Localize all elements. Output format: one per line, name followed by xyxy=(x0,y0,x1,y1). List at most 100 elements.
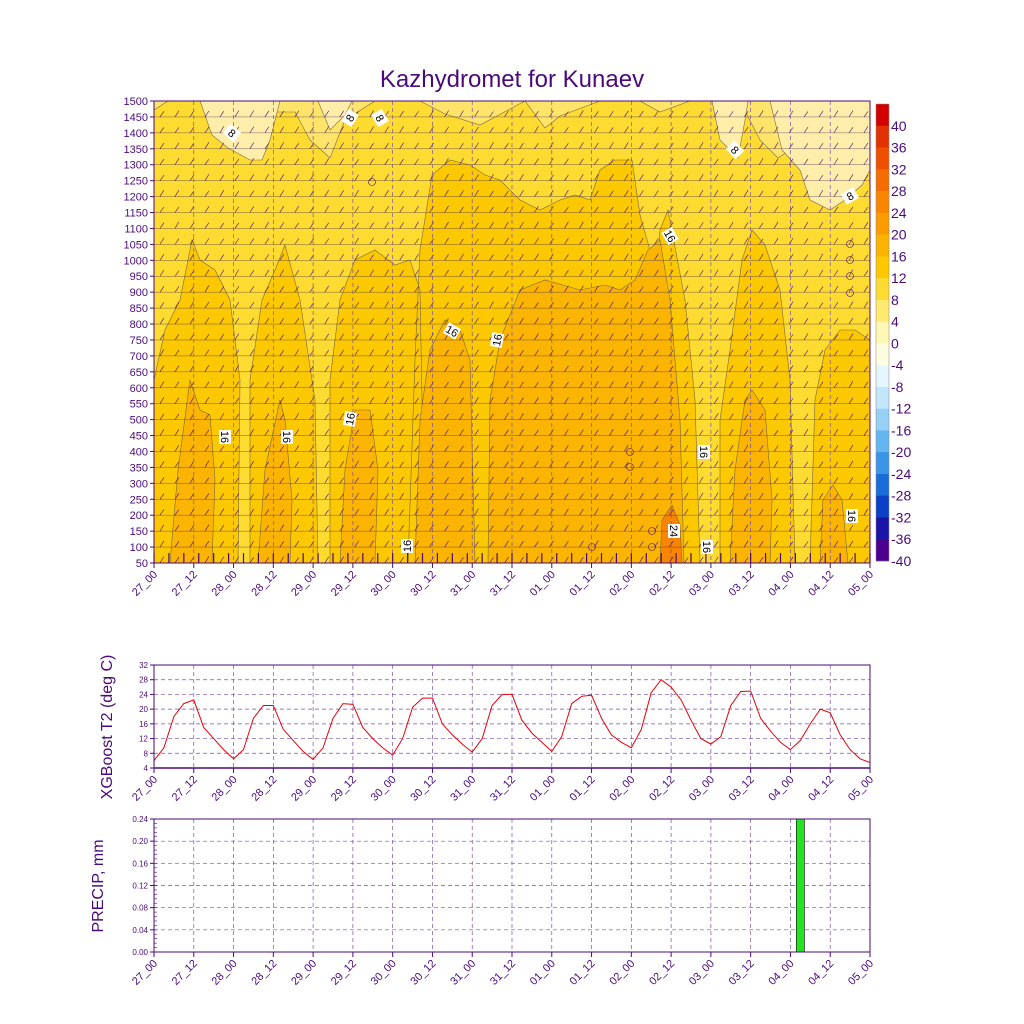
x-tick-label: 03_12 xyxy=(727,774,757,804)
x-tick-label: 27_12 xyxy=(170,569,200,599)
y-tick-label: 28 xyxy=(139,676,148,685)
colorbar-label: -4 xyxy=(891,357,904,373)
svg-text:16: 16 xyxy=(344,412,358,426)
y-tick-label: 24 xyxy=(139,690,148,699)
y-tick-label: 1400 xyxy=(124,128,148,140)
contour-label: 16 xyxy=(218,430,231,444)
colorbar: 4036322824201612840-4-8-12-16-20-24-28-3… xyxy=(875,103,911,569)
y-tick-label: 900 xyxy=(130,287,148,299)
x-tick-label: 01_12 xyxy=(568,569,598,599)
x-tick-label: 03_12 xyxy=(727,569,757,599)
colorbar-label: -36 xyxy=(891,531,911,547)
colorbar-cell xyxy=(876,212,889,235)
svg-text:8: 8 xyxy=(845,190,856,203)
colorbar-label: -20 xyxy=(891,444,911,460)
colorbar-cell xyxy=(876,278,889,301)
colorbar-cell xyxy=(876,517,889,540)
top-y-axis: 1500 1450 1400 1350 1300 1250 1200 1150 1100 1050… xyxy=(124,96,154,570)
x-tick-label: 03_00 xyxy=(687,569,717,599)
colorbar-label: 24 xyxy=(891,205,907,221)
x-tick-label: 03_00 xyxy=(687,774,717,804)
y-tick-label: 300 xyxy=(130,478,148,490)
contour-label: 16 xyxy=(489,332,505,348)
x-tick-label: 02_00 xyxy=(607,774,637,804)
y-tick-label: 550 xyxy=(130,399,148,411)
y-tick-label: 50 xyxy=(136,558,148,570)
y-tick-label: 1100 xyxy=(124,223,148,235)
svg-text:16: 16 xyxy=(280,431,292,443)
x-tick-label: 04_12 xyxy=(806,774,836,804)
chart-title: Kazhydromet for Kunaev xyxy=(380,66,644,93)
colorbar-label: -28 xyxy=(891,488,911,504)
colorbar-cell xyxy=(876,169,889,192)
x-tick-label: 27_00 xyxy=(130,774,160,804)
colorbar-cell xyxy=(876,104,889,127)
contour-label: 16 xyxy=(401,539,414,553)
x-tick-label: 05_00 xyxy=(846,569,876,599)
colorbar-label: 16 xyxy=(891,248,907,264)
y-tick-label: 0.08 xyxy=(132,904,148,913)
x-tick-label: 02_00 xyxy=(607,958,637,988)
colorbar-cell xyxy=(876,343,889,366)
colorbar-label: 20 xyxy=(891,227,907,243)
top-grid xyxy=(153,101,871,563)
contour-label: 16 xyxy=(342,411,358,427)
x-tick-label: 04_12 xyxy=(806,569,836,599)
colorbar-cell xyxy=(876,147,889,170)
colorbar-cell xyxy=(876,539,889,562)
y-tick-label: 350 xyxy=(130,462,148,474)
x-tick-label: 29_00 xyxy=(289,958,319,988)
contour-label: 8 xyxy=(725,140,745,160)
y-tick-label: 20 xyxy=(139,705,148,714)
colorbar-cell xyxy=(876,473,889,497)
colorbar-label: 0 xyxy=(891,335,899,351)
colorbar-label: -12 xyxy=(891,401,911,417)
x-tick-label: 03_12 xyxy=(727,958,757,988)
precip-y-axis: 0.24 0.20 0.16 0.12 0.08 0.04 0.00 xyxy=(132,815,154,957)
contour-label: 8 xyxy=(341,108,359,128)
x-tick-label: 31_12 xyxy=(488,774,518,804)
x-tick-label: 28_12 xyxy=(249,958,279,988)
colorbar-cell xyxy=(876,299,889,322)
colorbar-label: 36 xyxy=(891,140,907,156)
colorbar-label: 40 xyxy=(891,118,907,134)
colorbar-cell xyxy=(876,495,889,518)
svg-text:16: 16 xyxy=(700,541,712,553)
x-tick-label: 28_12 xyxy=(249,569,279,599)
t2-y-label: XGBoost T2 (deg C) xyxy=(99,655,116,800)
y-tick-label: 800 xyxy=(130,319,148,331)
x-tick-label: 29_00 xyxy=(289,569,319,599)
y-tick-label: 200 xyxy=(130,510,148,522)
svg-text:8: 8 xyxy=(344,113,357,124)
cross-section-panel: 8 8 8 8 8 16 16 16 16 16 16 16 16 16 16 24 1500 1450 1400… xyxy=(124,96,877,599)
x-tick-label: 01_00 xyxy=(528,958,558,988)
y-tick-label: 0.24 xyxy=(132,815,148,824)
x-tick-label: 31_00 xyxy=(448,774,478,804)
y-tick-label: 0.16 xyxy=(132,859,148,868)
colorbar-cell xyxy=(876,365,889,388)
y-tick-label: 750 xyxy=(130,335,148,347)
y-tick-label: 650 xyxy=(130,367,148,379)
svg-text:16: 16 xyxy=(661,228,678,245)
contour-label: 16 xyxy=(697,445,710,459)
contour-label: 16 xyxy=(700,540,713,554)
t2-grid xyxy=(154,665,870,769)
x-tick-label: 01_12 xyxy=(568,958,598,988)
x-tick-label: 03_00 xyxy=(687,958,717,988)
y-tick-label: 1050 xyxy=(124,239,148,251)
y-tick-label: 700 xyxy=(130,351,148,363)
y-tick-label: 950 xyxy=(130,271,148,283)
x-tick-label: 04_00 xyxy=(766,958,796,988)
contour-label: 16 xyxy=(442,322,462,340)
x-tick-label: 31_12 xyxy=(488,958,518,988)
colorbar-label: 4 xyxy=(891,314,899,330)
x-tick-label: 29_12 xyxy=(329,958,359,988)
colorbar-cell xyxy=(876,452,889,475)
contour-label: 16 xyxy=(280,430,293,444)
svg-text:16: 16 xyxy=(845,510,857,522)
y-tick-label: 0.20 xyxy=(132,837,148,846)
colorbar-cell xyxy=(876,430,889,453)
colorbar-label: 32 xyxy=(891,161,907,177)
t2-panel: 32 28 24 20 16 12 8 4 27_00 27_12 28_00 28_12 29_00… xyxy=(99,655,876,804)
